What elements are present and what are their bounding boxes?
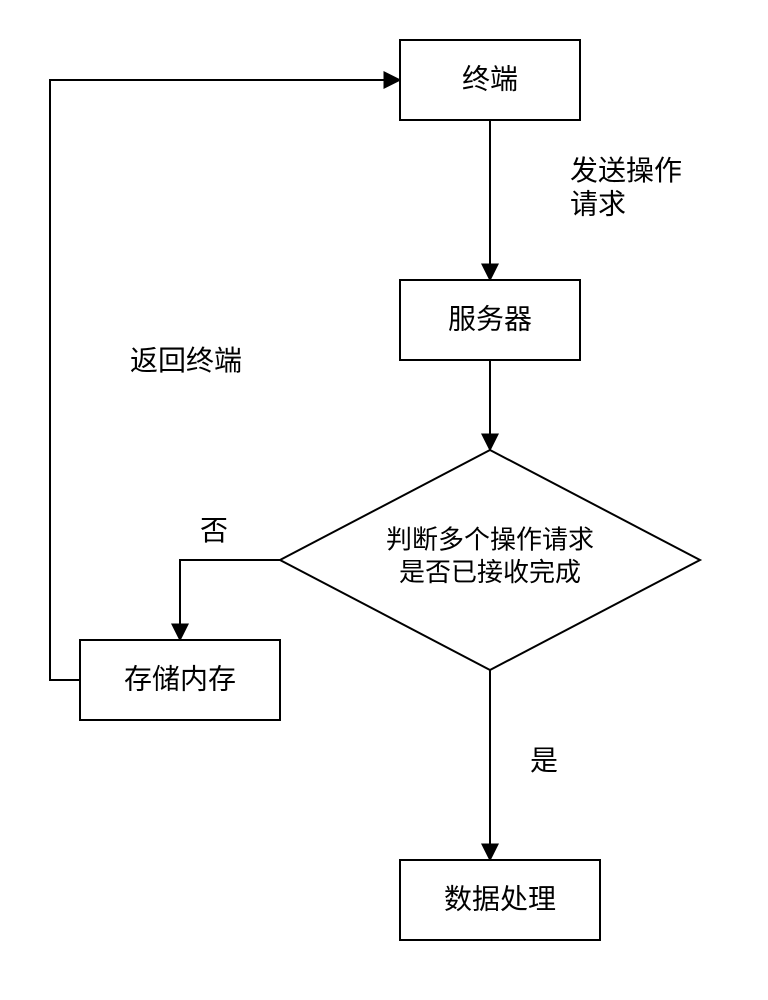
edge-label-decision_yes_to_processing: 是 xyxy=(530,746,558,777)
edge-label-decision_no_to_memory: 否 xyxy=(200,516,228,547)
node-label-terminal: 终端 xyxy=(462,64,518,96)
node-label-memory: 存储内存 xyxy=(124,664,236,696)
node-label-server: 服务器 xyxy=(448,304,532,336)
edge-label-memory_to_terminal: 返回终端 xyxy=(130,345,242,377)
node-label-processing: 数据处理 xyxy=(444,884,556,916)
